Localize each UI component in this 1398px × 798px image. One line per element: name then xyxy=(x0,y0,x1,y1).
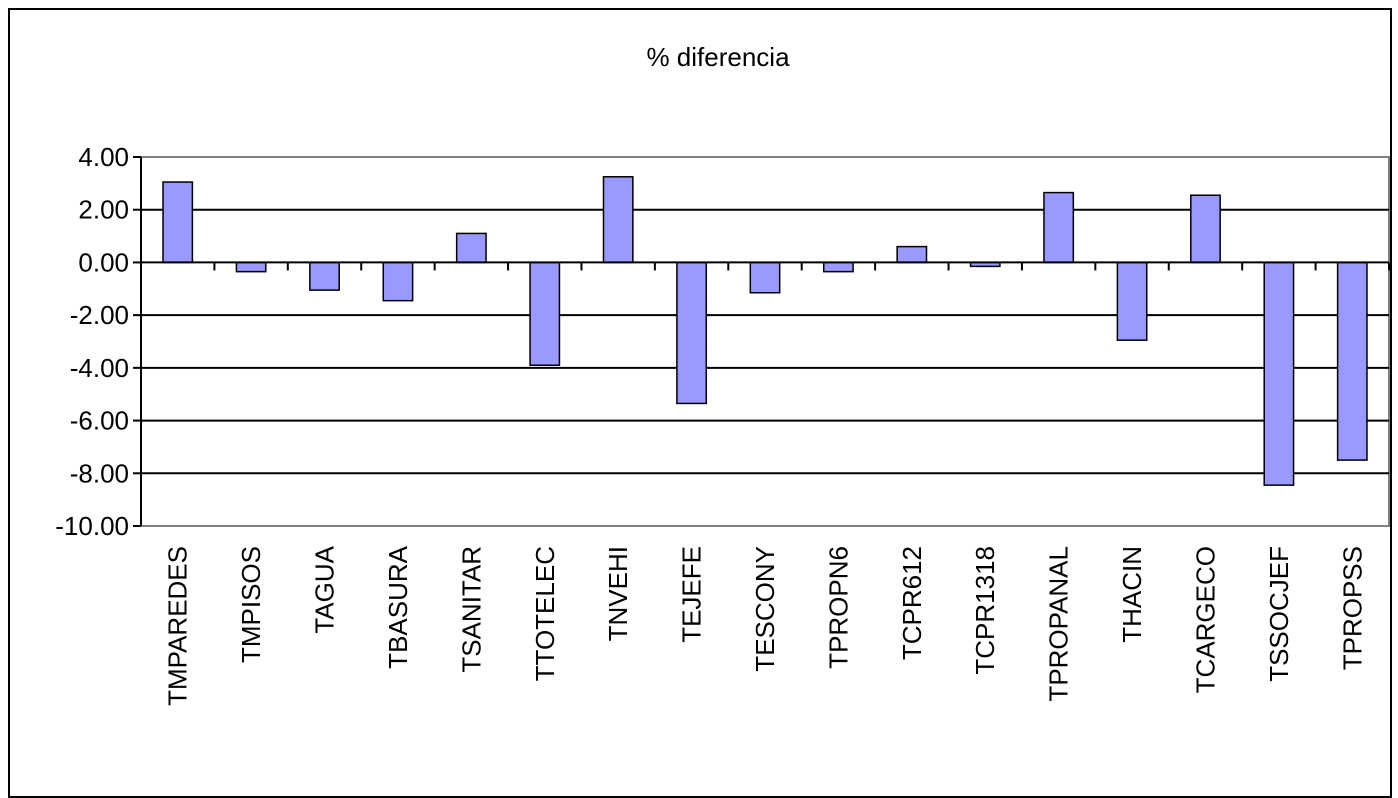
y-tick-label: -6.00 xyxy=(70,406,129,436)
bar-ttotelec xyxy=(529,261,561,366)
x-tick-label: TPROPN6 xyxy=(823,546,853,669)
y-tick-label: -10.00 xyxy=(55,511,129,541)
x-tick-label: TAGUA xyxy=(310,545,340,633)
bar-tsanitar xyxy=(455,232,487,264)
bar-tpropn6 xyxy=(822,261,854,273)
bar-tbasura xyxy=(382,261,414,302)
chart-title: % diferencia xyxy=(646,42,790,72)
x-tick-label: TESCONY xyxy=(750,546,780,672)
bar-tagua xyxy=(309,261,340,291)
bar-tnvehi xyxy=(602,176,634,264)
y-tick-label: 0.00 xyxy=(78,247,129,277)
y-tick-label: -2.00 xyxy=(70,300,129,330)
x-tick-label: TMPISOS xyxy=(236,546,266,663)
x-tick-label: TPROPSS xyxy=(1337,546,1367,670)
y-tick-label: -8.00 xyxy=(70,458,129,488)
bar-tmpisos xyxy=(235,261,267,273)
x-tick-label: TCPR612 xyxy=(897,546,927,660)
bar-tcpr612 xyxy=(896,245,928,264)
bar-tejefe xyxy=(676,261,708,405)
bar-tssocjef xyxy=(1263,261,1295,486)
bar-tpropanal xyxy=(1043,191,1075,264)
x-tick-label: TSSOCJEF xyxy=(1264,546,1294,682)
x-tick-label: TBASURA xyxy=(383,545,413,668)
bar-tescony xyxy=(749,261,781,294)
gridlines xyxy=(141,208,1389,475)
bars xyxy=(162,176,1368,486)
x-tick-label: TNVEHI xyxy=(603,546,633,641)
x-tick-label: TEJEFE xyxy=(677,546,707,643)
y-axis: 4.00 2.00 0.00 -2.00 -4.00 -6.00 -8.00 -10.00 xyxy=(55,142,142,541)
bar-tcargeco xyxy=(1190,194,1221,264)
x-tick-label: THACIN xyxy=(1117,546,1147,643)
x-tick-label: TTOTELEC xyxy=(530,546,560,681)
plot-area xyxy=(140,156,1390,527)
y-tick-label: 2.00 xyxy=(78,195,129,225)
x-tick-label: TMPAREDES xyxy=(163,546,193,706)
zero-axis xyxy=(140,261,1390,271)
bar-tmparedes xyxy=(162,181,194,264)
bar-thacin xyxy=(1116,261,1148,341)
y-tick-label: 4.00 xyxy=(78,142,129,172)
x-tick-label: TCPR1318 xyxy=(970,546,1000,675)
x-tick-label: TSANITAR xyxy=(456,546,486,673)
x-tick-label: TCARGECO xyxy=(1190,546,1220,693)
x-tick-label: TPROPANAL xyxy=(1044,546,1074,702)
x-axis: TMPAREDES TMPISOS TAGUA TBASURA TSANITAR TTOT… xyxy=(163,545,1368,706)
bar-tpropss xyxy=(1336,261,1368,461)
y-tick-label: -4.00 xyxy=(70,353,129,383)
